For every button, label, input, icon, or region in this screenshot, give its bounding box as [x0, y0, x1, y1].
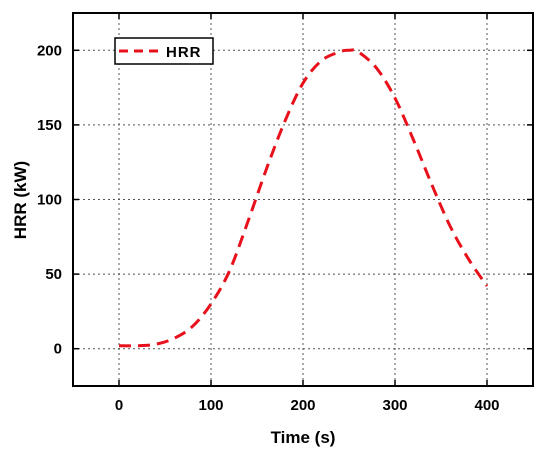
grid-lines	[73, 13, 533, 386]
x-tick-label: 200	[290, 397, 315, 414]
x-tick-label: 100	[198, 397, 223, 414]
x-tick-label: 300	[382, 397, 407, 414]
x-axis-title: Time (s)	[271, 428, 336, 447]
legend: HRR	[114, 37, 214, 65]
y-tick-label: 0	[54, 341, 62, 358]
x-tick-label: 400	[474, 397, 499, 414]
y-tick-label: 50	[45, 266, 62, 283]
y-tick-label: 200	[37, 42, 62, 59]
y-tick-label: 150	[37, 117, 62, 134]
legend-box	[114, 37, 214, 65]
y-tick-label: 100	[37, 192, 62, 209]
series-line-hrr	[118, 48, 489, 348]
legend-label: HRR	[166, 44, 202, 61]
y-axis-title: HRR (kW)	[11, 161, 30, 239]
series-group	[118, 48, 489, 348]
x-tick-label: 0	[115, 397, 123, 414]
axis-ticks: 0 100 200 300 400 0 50 100 150 200	[37, 13, 533, 414]
